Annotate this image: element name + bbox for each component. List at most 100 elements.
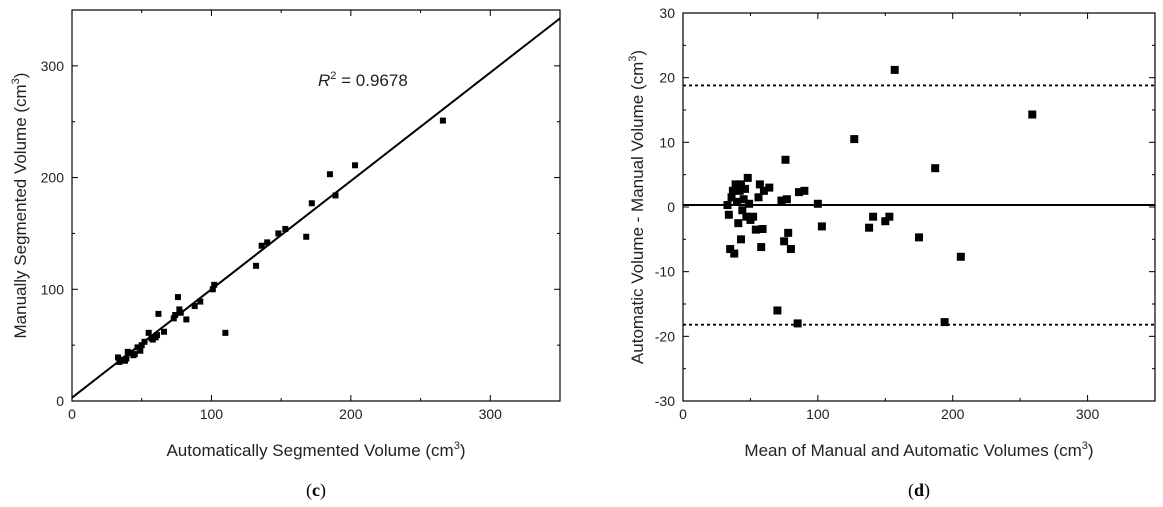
y-tick-label: -30 [655, 393, 675, 409]
data-point [800, 186, 809, 195]
data-point [211, 281, 218, 288]
data-point [773, 306, 782, 315]
data-point [757, 243, 766, 252]
data-point [145, 329, 152, 336]
data-point [731, 180, 740, 189]
data-point [813, 199, 822, 208]
chart-panel-d: 0 100 200 300 -30 -20 -10 0 10 20 30 Mean of Manual… [627, 5, 1156, 501]
data-point [726, 245, 735, 254]
data-point [137, 347, 144, 354]
data-point [782, 195, 791, 204]
data-point [765, 183, 774, 192]
data-point [784, 228, 793, 237]
data-point [817, 222, 826, 231]
x-tick-label: 200 [941, 406, 965, 422]
data-point [755, 180, 764, 189]
data-point [730, 249, 739, 258]
data-point [170, 315, 177, 322]
data-point [890, 65, 899, 74]
data-point [264, 239, 271, 246]
data-point [191, 303, 198, 310]
data-point [183, 316, 190, 323]
data-point [1028, 110, 1037, 119]
data-point [131, 351, 138, 358]
panel-label: (c) [306, 480, 326, 501]
data-point [736, 235, 745, 244]
data-point [253, 262, 260, 269]
data-point [786, 245, 795, 254]
data-point [724, 210, 733, 219]
data-point [172, 311, 179, 318]
x-tick-label: 300 [479, 406, 503, 422]
data-point [869, 212, 878, 221]
data-point [749, 212, 758, 221]
data-point [303, 233, 310, 240]
data-point [940, 318, 949, 327]
data-point [174, 294, 181, 301]
data-point [736, 180, 745, 189]
y-tick-label: -10 [655, 264, 675, 280]
x-tick-label: 0 [679, 406, 687, 422]
r-squared-annotation: R2 = 0.9678 [318, 70, 408, 90]
x-tick-label: 100 [200, 406, 224, 422]
y-tick-label: 30 [659, 5, 675, 21]
data-point [780, 237, 789, 246]
y-tick-label: -20 [655, 328, 675, 344]
data-point [275, 230, 282, 237]
data-point [134, 344, 141, 351]
plot-frame [682, 12, 1156, 402]
y-tick-label: 0 [56, 393, 64, 409]
y-axis-title: Manually Segmented Volume (cm3) [10, 73, 30, 339]
data-point [885, 212, 894, 221]
data-point [332, 192, 339, 199]
y-tick-label: 0 [667, 199, 675, 215]
data-point [326, 171, 333, 178]
data-point [759, 186, 768, 195]
data-point [176, 306, 183, 313]
data-point [222, 329, 229, 336]
y-tick-label: 300 [41, 58, 65, 74]
data-point [258, 242, 265, 249]
data-point [758, 224, 767, 233]
x-tick-label: 300 [1076, 406, 1100, 422]
x-axis-title: Automatically Segmented Volume (cm3) [166, 440, 465, 460]
data-point [793, 319, 802, 328]
data-point [850, 135, 859, 144]
y-tick-label: 20 [659, 70, 675, 86]
panel-label: (d) [908, 480, 930, 501]
data-point [308, 200, 315, 207]
y-tick-label: 10 [659, 134, 675, 150]
data-point [741, 184, 750, 193]
data-point [155, 310, 162, 317]
data-point [745, 199, 754, 208]
data-point [161, 328, 168, 335]
data-point [123, 355, 130, 362]
data-point [154, 332, 161, 339]
data-point [734, 219, 743, 228]
data-point [754, 193, 763, 202]
data-point [141, 338, 148, 345]
data-point [777, 196, 786, 205]
data-point [742, 212, 751, 221]
x-tick-label: 0 [68, 406, 76, 422]
data-point [352, 162, 359, 169]
x-axis-title: Mean of Manual and Automatic Volumes (cm… [744, 440, 1093, 460]
y-tick-label: 200 [41, 170, 65, 186]
plot-frame [71, 9, 561, 402]
data-point [138, 342, 145, 349]
data-point [743, 173, 752, 182]
data-point [197, 298, 204, 305]
data-point [739, 195, 748, 204]
data-point [781, 155, 790, 164]
data-point [915, 233, 923, 242]
data-point [728, 186, 737, 195]
data-point [177, 309, 184, 316]
data-point [738, 206, 747, 215]
data-point [727, 193, 736, 202]
data-point [865, 223, 874, 232]
data-point [881, 217, 890, 226]
data-point [209, 286, 216, 293]
data-point [931, 164, 940, 173]
data-point [751, 225, 760, 234]
